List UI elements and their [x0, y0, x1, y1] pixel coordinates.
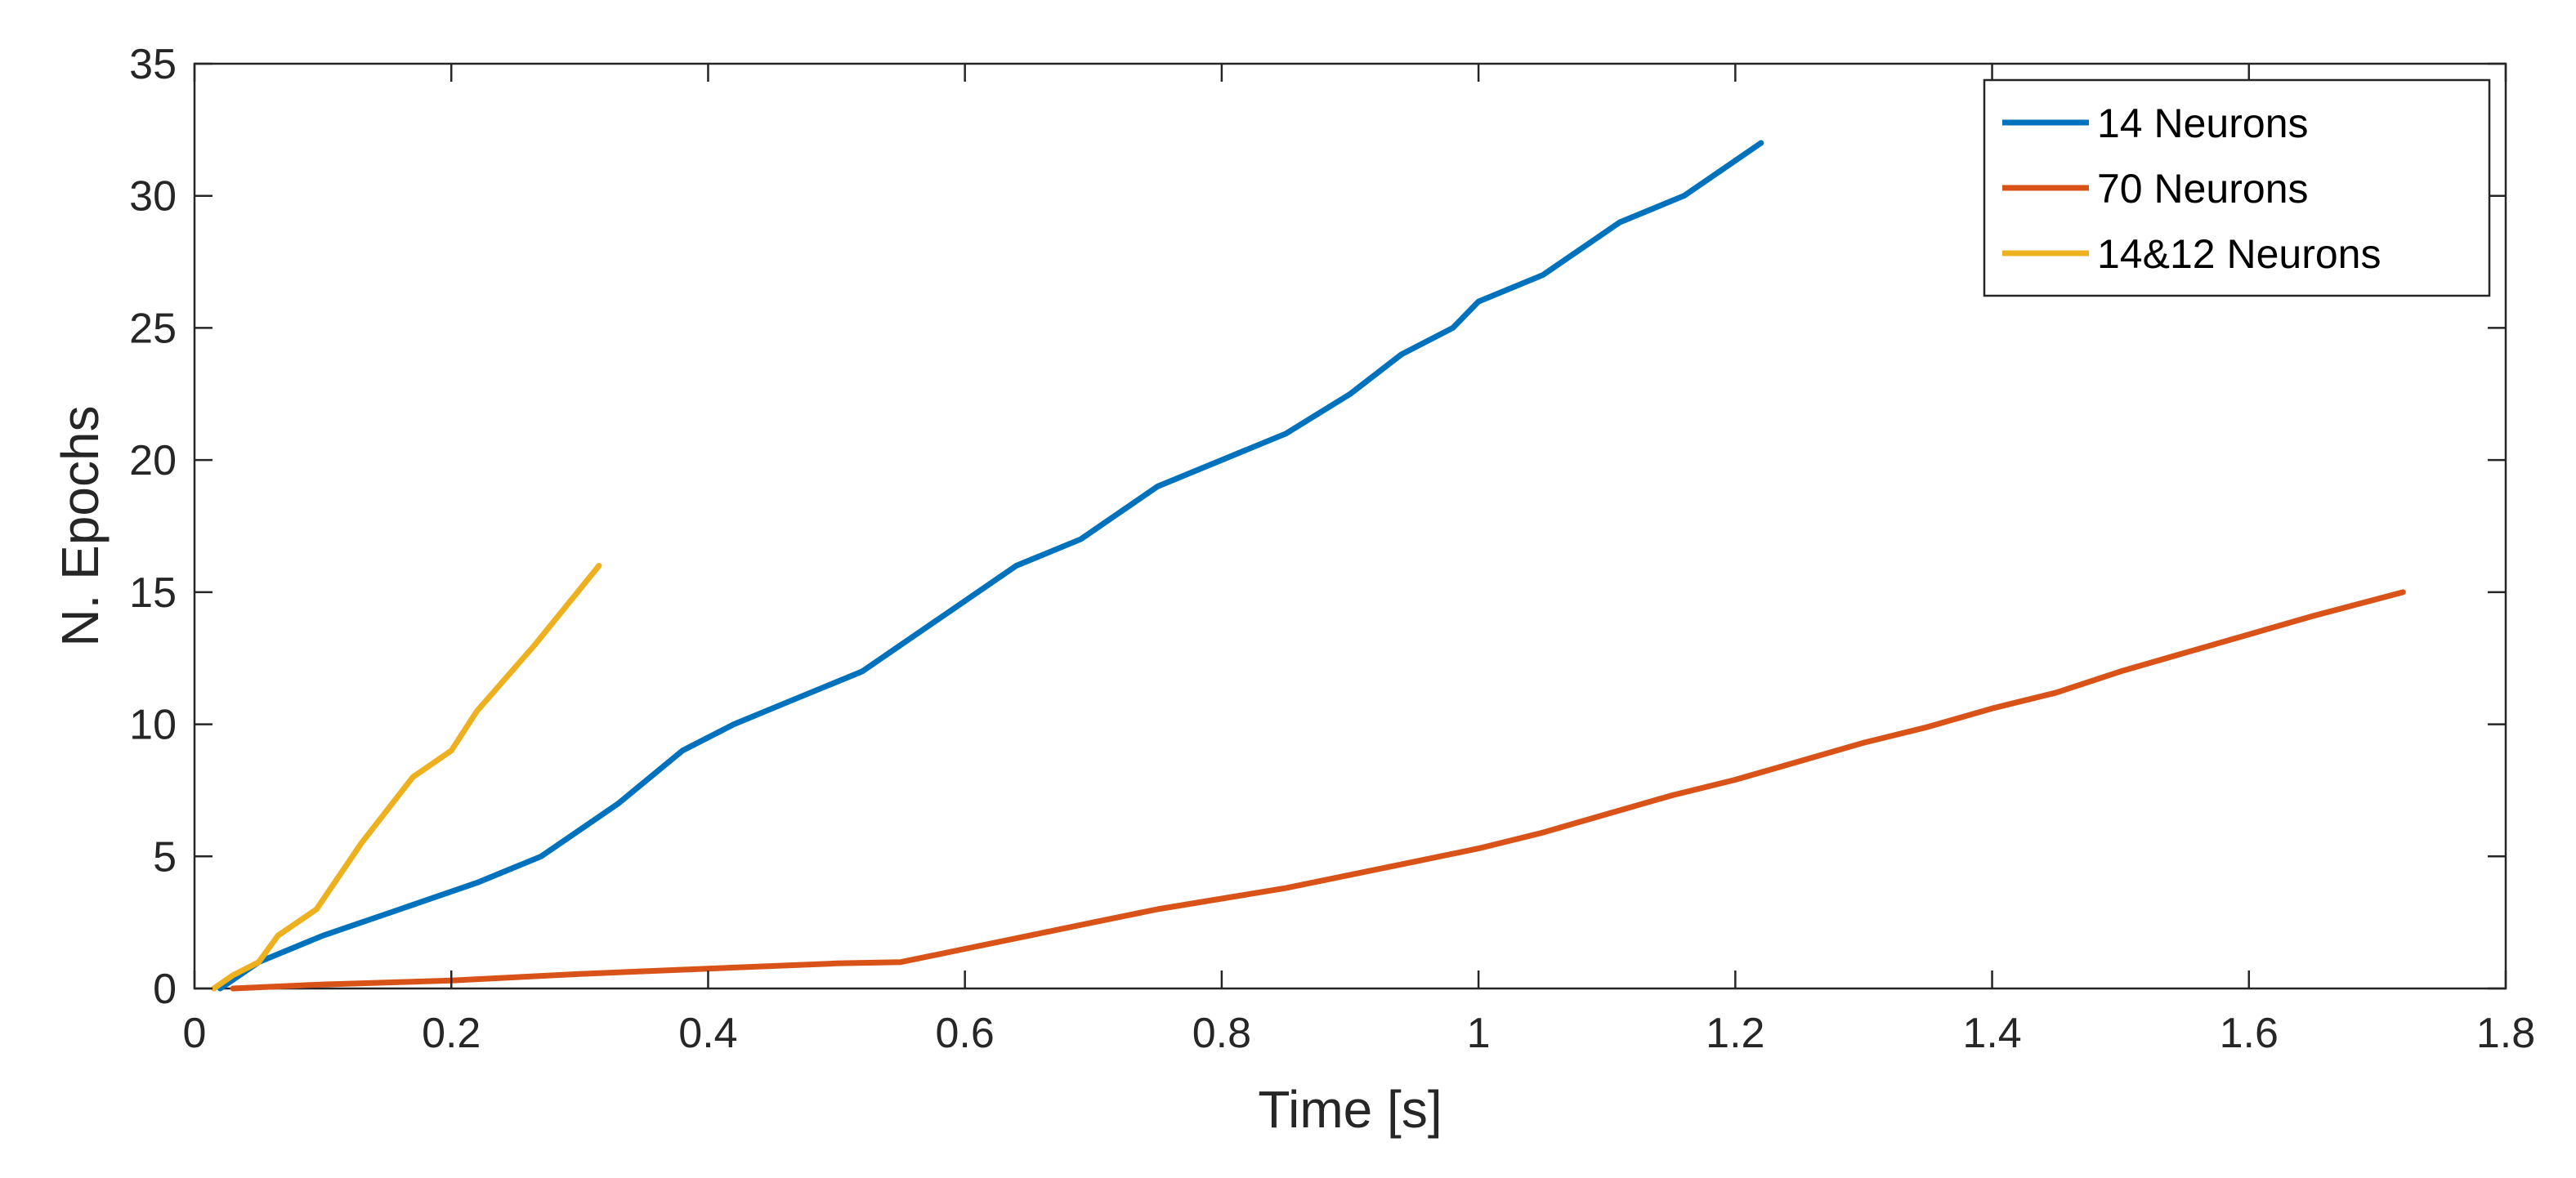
legend-entry-2: 70 Neurons: [2097, 166, 2309, 212]
x-tick-label: 0.2: [422, 1010, 481, 1057]
series-line-3: [211, 563, 602, 992]
x-tick-label: 0.4: [678, 1010, 737, 1057]
x-tick-label: 1: [1467, 1010, 1491, 1057]
series-line-2: [230, 589, 2406, 992]
y-tick-label: 10: [129, 702, 177, 749]
legend-entry-3: 14&12 Neurons: [2097, 231, 2381, 277]
y-tick-label: 20: [129, 437, 177, 484]
x-tick-label: 0: [183, 1010, 207, 1057]
legend-entry-1: 14 Neurons: [2097, 100, 2309, 146]
y-tick-label: 30: [129, 173, 177, 221]
series-line-1: [217, 140, 1764, 992]
y-tick-label: 15: [129, 569, 177, 617]
x-tick-label: 0.8: [1192, 1010, 1251, 1057]
x-tick-label: 1.4: [1962, 1010, 2021, 1057]
y-tick-label: 0: [153, 966, 177, 1013]
ticks-layer: 0 0.2 0.4 0.6 0.8 1 1.2 1.4 1.6 1.8 0 5 10 15 20 25 30 35: [129, 41, 2535, 1057]
x-tick-label: 1.8: [2476, 1010, 2535, 1057]
x-tick-label: 1.6: [2220, 1010, 2279, 1057]
y-tick-label: 35: [129, 41, 177, 88]
legend: 14 Neurons 70 Neurons 14&12 Neurons: [1983, 78, 2491, 297]
y-axis-label: N. Epochs: [51, 405, 110, 646]
x-tick-label: 0.6: [936, 1010, 995, 1057]
x-tick-label: 1.2: [1706, 1010, 1764, 1057]
series-layer: [211, 140, 2406, 992]
y-tick-label: 25: [129, 305, 177, 352]
y-tick-label: 5: [153, 833, 177, 881]
x-axis-label: Time [s]: [1258, 1080, 1442, 1139]
